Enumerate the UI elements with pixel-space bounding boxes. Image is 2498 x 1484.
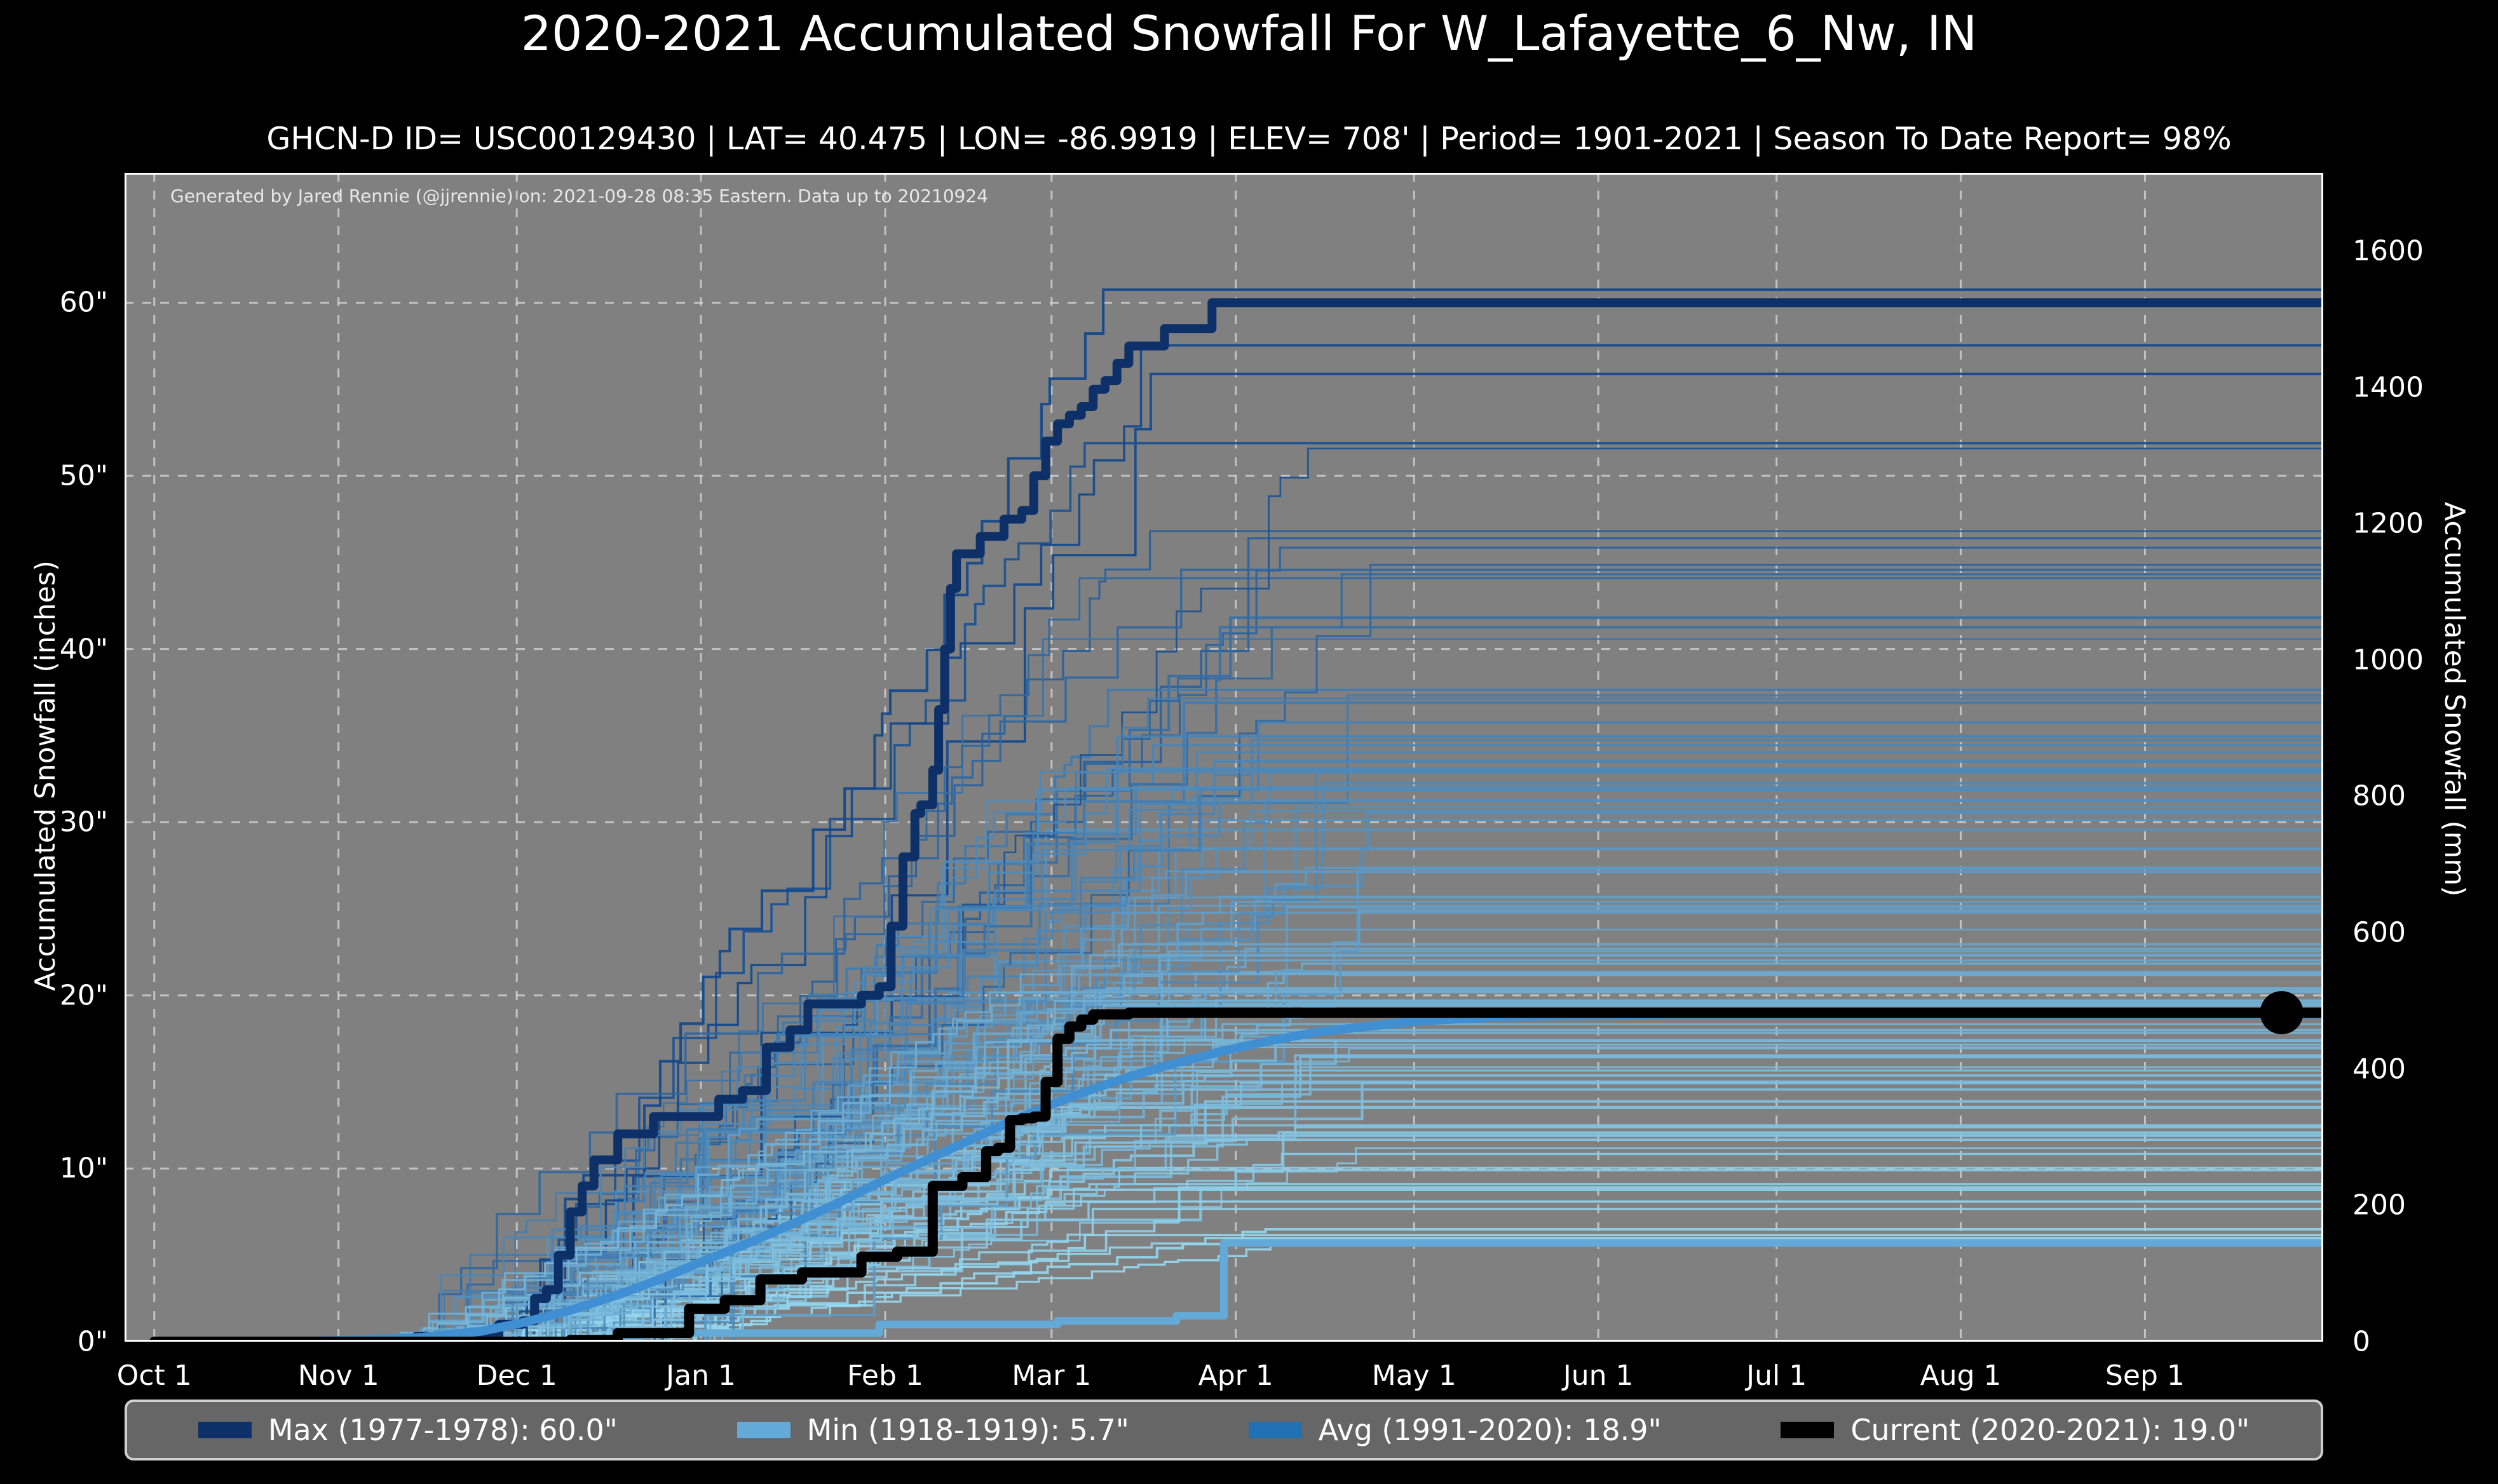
y-tick-left-20: 20"	[59, 979, 108, 1012]
x-tick-apr-1: Apr 1	[1198, 1359, 1273, 1392]
x-tick-mar-1: Mar 1	[1012, 1359, 1092, 1392]
historical-trace	[154, 698, 2323, 1342]
y-tick-right-600: 600	[2352, 916, 2406, 949]
historical-trace	[154, 1237, 2323, 1342]
historical-trace	[154, 787, 2323, 1342]
y-tick-right-800: 800	[2352, 779, 2406, 813]
y-tick-left-30: 30"	[59, 806, 108, 839]
x-tick-feb-1: Feb 1	[847, 1359, 923, 1392]
y-tick-right-1400: 1400	[2352, 371, 2424, 404]
x-tick-sep-1: Sep 1	[2105, 1359, 2185, 1392]
plot-area	[125, 173, 2323, 1342]
legend-min-swatch-icon	[737, 1422, 791, 1438]
y-tick-left-50: 50"	[59, 459, 108, 492]
y-axis-right-label: Accumulated Snowfall (mm)	[2438, 502, 2471, 897]
x-tick-jul-1: Jul 1	[1746, 1359, 1807, 1392]
legend-min[interactable]: Min (1918-1919): 5.7"	[737, 1413, 1129, 1447]
plot-background	[125, 173, 2323, 1342]
y-tick-left-0: 0"	[77, 1325, 108, 1358]
y-tick-right-400: 400	[2352, 1053, 2406, 1086]
historical-trace	[154, 810, 2323, 1342]
y-tick-right-1600: 1600	[2352, 234, 2424, 267]
historical-trace	[154, 1138, 2323, 1342]
historical-trace	[154, 1074, 2323, 1342]
historical-trace	[154, 744, 2323, 1342]
series-1977-1978	[149, 298, 2323, 1342]
historical-trace	[154, 616, 2323, 1342]
historical-trace	[154, 1032, 2323, 1342]
y-tick-right-1000: 1000	[2352, 644, 2424, 677]
station-subtitle: GHCN-D ID= USC00129430 | LAT= 40.475 | L…	[266, 121, 2232, 157]
highlight-series	[149, 298, 2323, 1342]
x-tick-nov-1: Nov 1	[297, 1359, 379, 1392]
page-title: 2020-2021 Accumulated Snowfall For W_Laf…	[520, 5, 1978, 62]
legend-max-label: Max (1977-1978): 60.0"	[268, 1413, 618, 1447]
legend-avg-label: Avg (1991-2020): 18.9"	[1318, 1413, 1662, 1447]
historical-trace	[154, 1234, 2323, 1342]
y-tick-right-0: 0	[2352, 1325, 2370, 1358]
legend-current-label: Current (2020-2021): 19.0"	[1850, 1413, 2250, 1447]
y-tick-right-200: 200	[2352, 1189, 2406, 1222]
y-tick-left-40: 40"	[59, 633, 108, 666]
historical-trace	[154, 344, 2323, 1342]
legend-avg[interactable]: Avg (1991-2020): 18.9"	[1248, 1413, 1662, 1447]
historical-trace	[154, 1043, 2323, 1342]
historical-trace	[154, 569, 2323, 1342]
historical-trace	[154, 867, 2323, 1342]
x-tick-oct-1: Oct 1	[116, 1359, 192, 1392]
chart-legend: Max (1977-1978): 60.0" Min (1918-1919): 5…	[125, 1400, 2323, 1460]
x-tick-aug-1: Aug 1	[1920, 1359, 2002, 1392]
historical-trace	[154, 1000, 2323, 1342]
legend-current-swatch-icon	[1781, 1422, 1835, 1438]
x-tick-jan-1: Jan 1	[666, 1359, 736, 1392]
y-tick-left-60: 60"	[59, 286, 108, 319]
series-1991-2020	[149, 1009, 2323, 1342]
legend-max-swatch-icon	[198, 1422, 252, 1438]
x-tick-may-1: May 1	[1371, 1359, 1456, 1392]
historical-trace	[154, 751, 2323, 1342]
y-tick-left-10: 10"	[59, 1152, 108, 1185]
legend-min-label: Min (1918-1919): 5.7"	[806, 1413, 1129, 1447]
series-2020-2021	[149, 1008, 2323, 1342]
historical-trace	[154, 1100, 2323, 1342]
legend-avg-swatch-icon	[1248, 1422, 1302, 1438]
x-tick-dec-1: Dec 1	[476, 1359, 557, 1392]
y-tick-right-1200: 1200	[2352, 507, 2424, 540]
historical-trace	[154, 573, 2323, 1342]
historical-trace	[154, 767, 2323, 1342]
x-tick-jun-1: Jun 1	[1563, 1359, 1634, 1392]
generated-by-text: Generated by Jared Rennie (@jjrennie) on…	[170, 186, 988, 206]
current-end-marker	[2260, 991, 2304, 1035]
legend-current[interactable]: Current (2020-2021): 19.0"	[1781, 1413, 2250, 1447]
y-axis-left-label: Accumulated Snowfall (inches)	[29, 560, 62, 991]
legend-max[interactable]: Max (1977-1978): 60.0"	[198, 1413, 618, 1447]
